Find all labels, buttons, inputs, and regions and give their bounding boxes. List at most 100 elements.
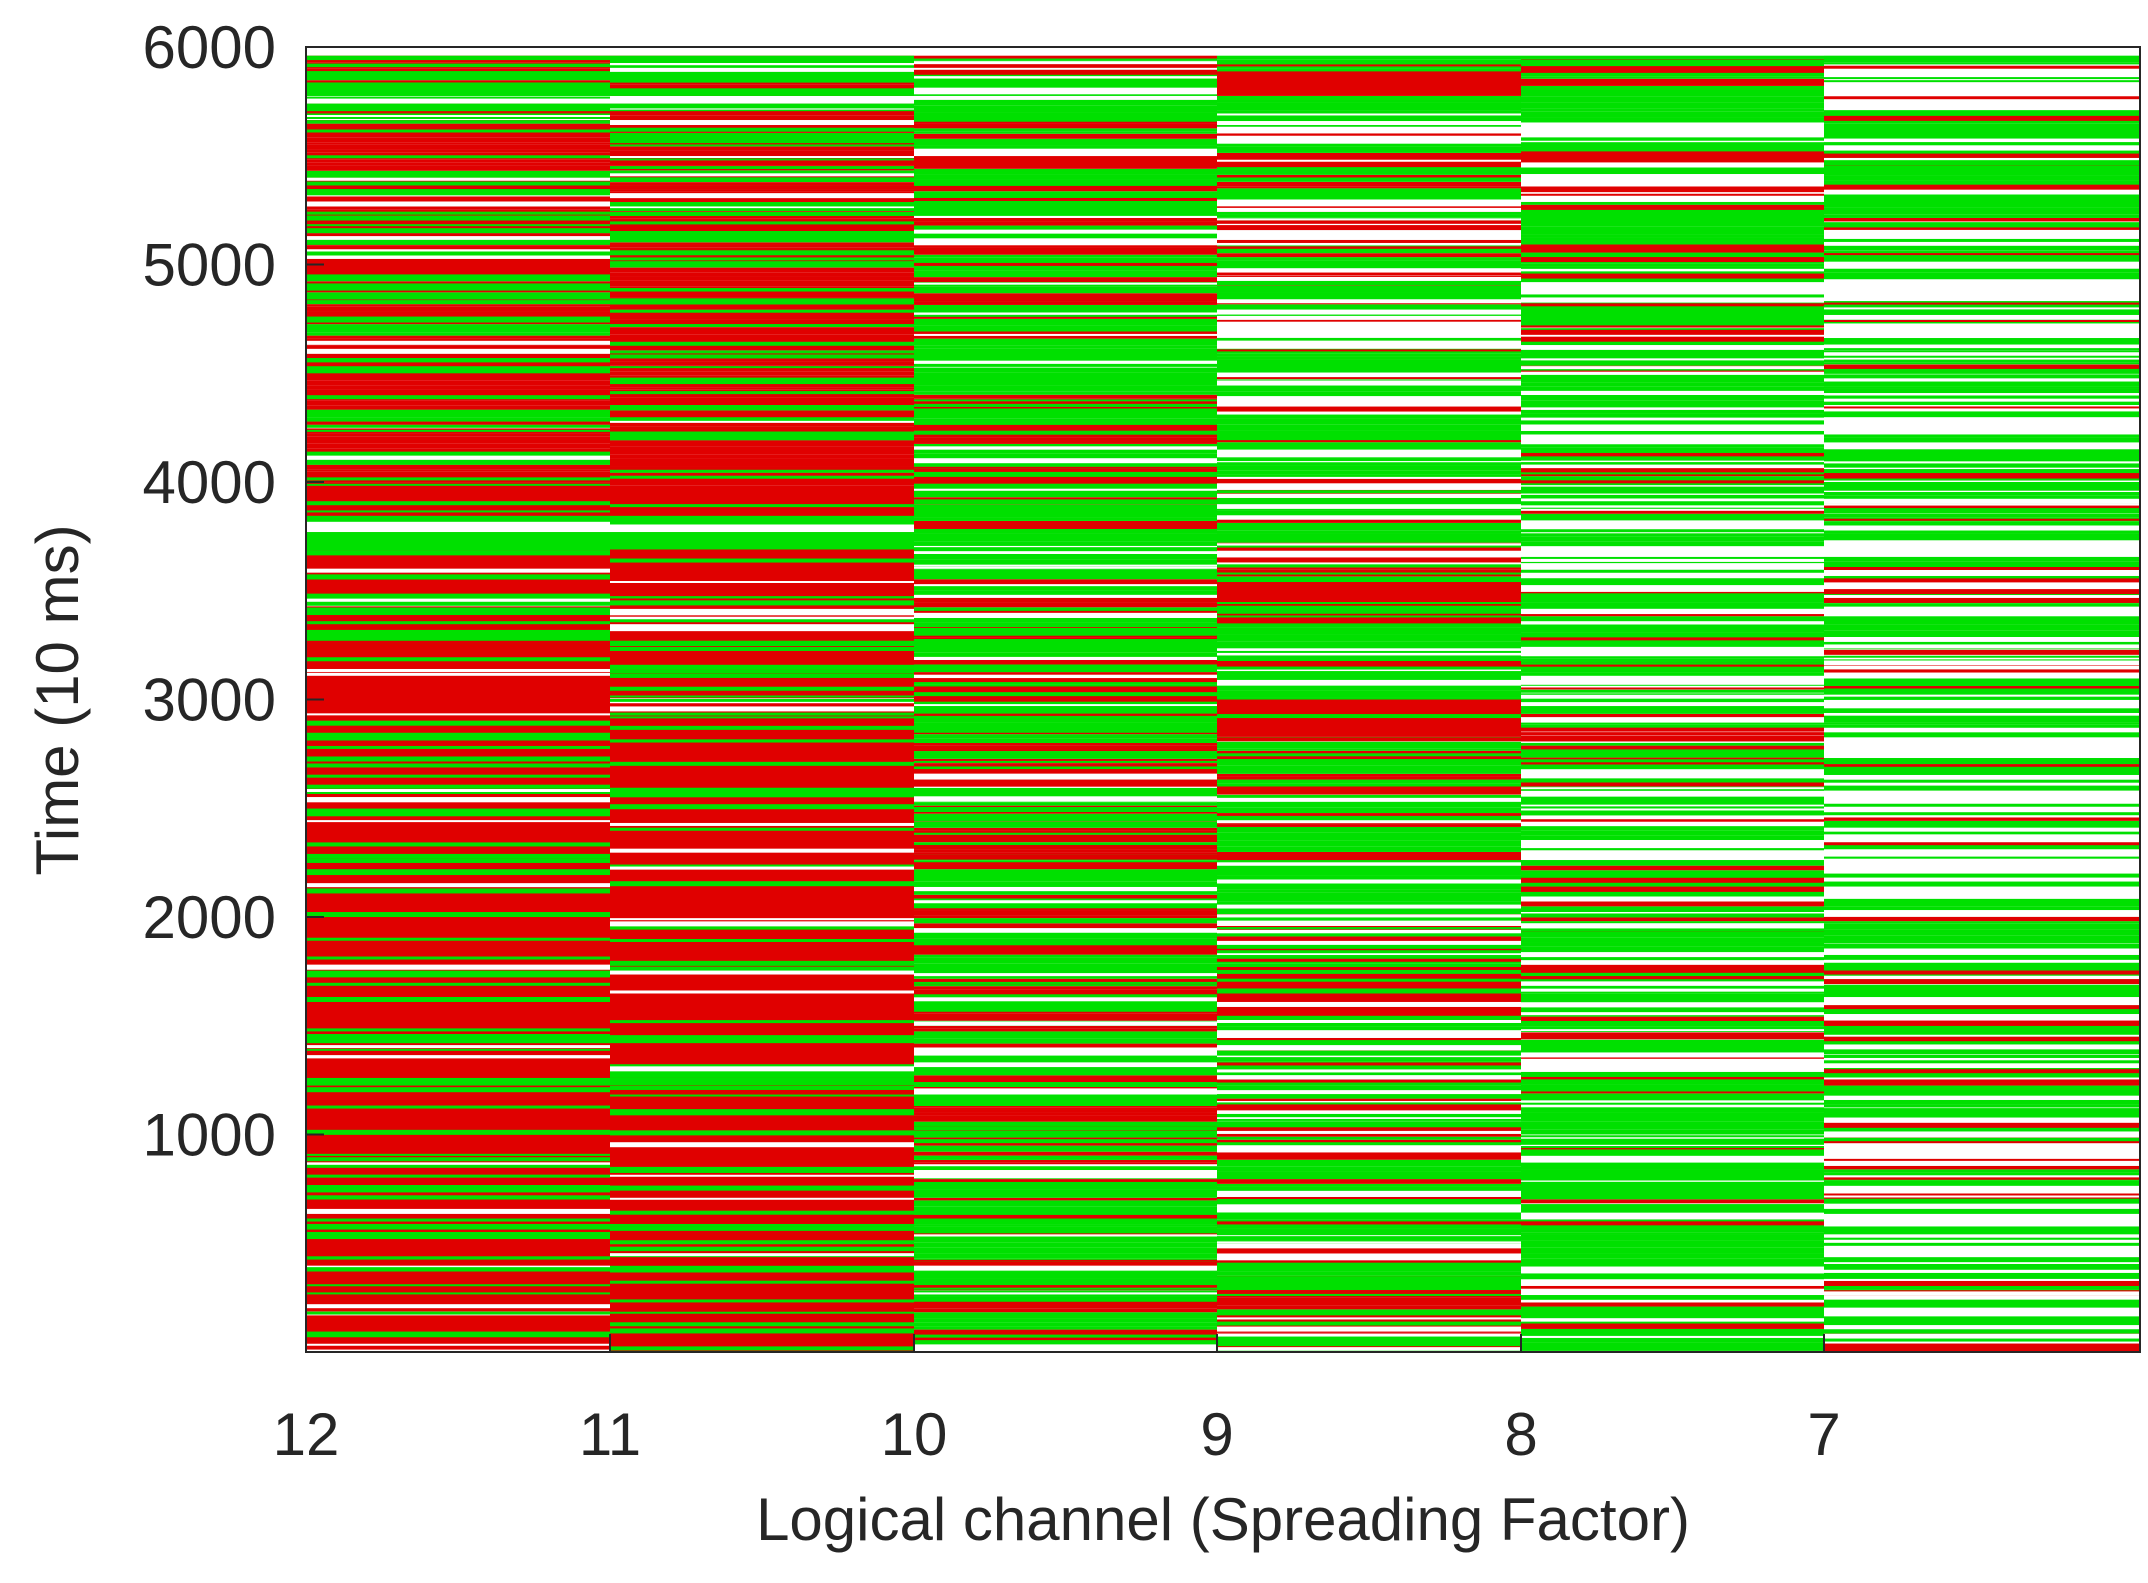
cell-10-red [914,1115,1217,1122]
segment-11-8 [610,55,914,61]
stripe-7-62 [1824,1054,2140,1058]
stripe-9-102 [1217,218,1521,221]
stripe-12-14 [306,621,610,625]
stripe-12-56 [306,858,610,863]
stripe-11-23 [610,881,914,887]
stripe-9-88 [1217,1030,1521,1036]
cell-8-white [1521,563,1824,570]
stripe-7-92 [1824,858,2140,864]
stripe-8-39 [1521,732,1824,736]
stripe-9-44 [1217,121,1521,126]
stripe-11-141 [610,1020,914,1024]
stripe-8-144 [1521,1313,1824,1319]
stripe-8-90 [1521,593,1824,598]
stripe-12-6 [306,914,610,917]
stripe-10-4 [914,430,1217,435]
stripe-11-25 [610,712,914,716]
stripe-11-68 [610,739,914,743]
stripe-12-141 [306,181,610,186]
cell-10-white [914,1088,1217,1095]
cell-9-green [1217,412,1521,419]
stripe-11-148 [610,1066,914,1072]
stripe-10-116 [914,1299,1217,1302]
stripe-11-60 [610,65,914,70]
stripe-9-135 [1217,958,1521,962]
cell-9-white [1217,515,1521,520]
stripe-11-66 [610,298,914,301]
stripe-8-97 [1521,596,1824,601]
cell-11-red [610,319,914,325]
cell-8-green [1521,860,1824,866]
stripe-11-140 [610,761,914,766]
segment-10-5 [914,238,1217,248]
cell-9-white [1217,1315,1521,1320]
stripe-9-26 [1217,897,1521,900]
cell-8-green [1521,476,1824,482]
stripe-7-30 [1824,115,2140,121]
cell-11-red [610,361,914,366]
cell-8-red [1521,244,1824,253]
cell-12-red [306,321,610,325]
stripe-8-112 [1521,797,1824,803]
cell-9-green [1217,474,1521,479]
stripe-12-59 [306,483,610,486]
stripe-8-65 [1521,931,1824,937]
cell-8-green [1521,382,1824,387]
x-tick-label-12: 12 [273,1401,340,1468]
stripe-12-124 [306,869,610,874]
stripe-12-78 [306,820,610,823]
stripe-11-20 [610,924,914,930]
stripe-7-134 [1824,662,2140,666]
stripe-8-149 [1521,502,1824,506]
stripe-7-75 [1824,570,2140,576]
cell-9-red [1217,1297,1521,1306]
stripe-11-88 [610,1248,914,1252]
cell-9-white [1217,1204,1521,1211]
stripe-10-106 [914,1173,1217,1179]
stripe-12-122 [306,1129,610,1134]
stripe-10-93 [914,180,1217,186]
cell-7-white [1824,699,2140,705]
stripe-8-105 [1521,420,1824,425]
cell-10-green [914,1326,1217,1330]
cell-12-red [306,131,610,138]
stripe-9-33 [1217,239,1521,243]
stripe-7-130 [1824,1208,2140,1214]
stripe-11-31 [610,545,914,550]
stripe-7-45 [1824,1105,2140,1108]
stripe-11-116 [610,1166,914,1171]
stripe-10-149 [914,678,1217,683]
stripe-8-121 [1521,1141,1824,1145]
stripe-7-109 [1824,238,2140,242]
cell-10-green [914,1338,1217,1345]
cell-9-red [1217,1196,1521,1201]
cell-7-white [1824,1210,2140,1219]
cell-7-green [1824,214,2140,218]
cell-8-green [1521,598,1824,603]
stripe-8-79 [1521,793,1824,799]
cell-8-green [1521,826,1824,831]
stripe-11-77 [610,1267,914,1273]
stripe-8-114 [1521,587,1824,592]
stripe-9-146 [1217,299,1521,304]
cell-10-green [914,179,1217,182]
stripe-7-34 [1824,962,2140,966]
cell-10-green [914,528,1217,534]
stripe-10-135 [914,792,1217,795]
cell-10-green [914,1206,1217,1213]
segment-12-9 [306,1055,610,1059]
cell-11-red [610,365,914,372]
stripe-9-107 [1217,433,1521,438]
cell-9-red [1217,1305,1521,1310]
cell-8-white [1521,519,1824,524]
x-tick-label-11: 11 [579,1401,641,1468]
stripe-10-108 [914,1126,1217,1131]
stripe-10-79 [914,832,1217,835]
cell-12-red [306,469,610,472]
cell-10-green [914,364,1217,373]
cell-8-green [1521,616,1824,622]
cell-10-red [914,1308,1217,1313]
cell-9-red [1217,1133,1521,1137]
cell-8-green [1521,578,1824,586]
stripe-7-87 [1824,1333,2140,1338]
